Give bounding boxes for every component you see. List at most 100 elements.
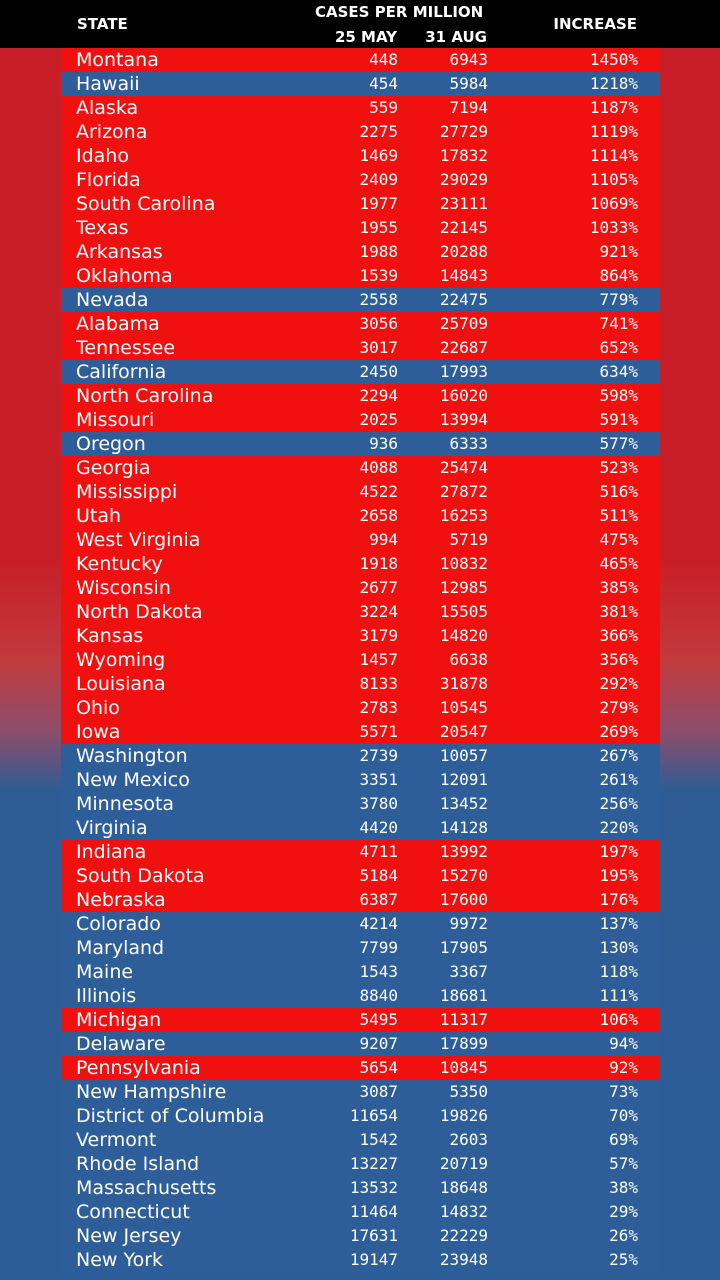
may-value-cell: 1918 [359,554,398,573]
may-value-cell: 2658 [359,506,398,525]
increase-value-cell: 25% [609,1250,638,1269]
state-column-header: STATE [77,15,128,33]
state-cell: New Mexico [76,769,190,791]
state-cell: Texas [76,217,129,239]
state-cell: Rhode Island [76,1153,200,1175]
table-row: Iowa 5571 20547 269% [61,720,660,744]
may-value-cell: 19147 [349,1250,398,1269]
state-cell: Ohio [76,697,120,719]
increase-value-cell: 261% [599,770,638,789]
table-row: Montana 448 6943 1450% [61,48,660,72]
table-row: Alabama 3056 25709 741% [61,312,660,336]
aug-value-cell: 14128 [439,818,488,837]
increase-value-cell: 1105% [589,170,638,189]
state-cell: Georgia [76,457,151,479]
may-value-cell: 8840 [359,986,398,1005]
table-row: North Carolina 2294 16020 598% [61,384,660,408]
aug-value-cell: 20719 [439,1154,488,1173]
increase-value-cell: 523% [599,458,638,477]
aug-value-cell: 22145 [439,218,488,237]
increase-value-cell: 864% [599,266,638,285]
may-value-cell: 3017 [359,338,398,357]
increase-value-cell: 57% [609,1154,638,1173]
state-cell: Alaska [76,97,139,119]
increase-value-cell: 475% [599,530,638,549]
table-row: South Dakota 5184 15270 195% [61,864,660,888]
may-value-cell: 1955 [359,218,398,237]
may-value-cell: 2558 [359,290,398,309]
aug-value-cell: 10845 [439,1058,488,1077]
may-value-cell: 5571 [359,722,398,741]
state-cell: Connecticut [76,1201,190,1223]
may-value-cell: 4522 [359,482,398,501]
table-row: Arizona 2275 27729 1119% [61,120,660,144]
increase-value-cell: 29% [609,1202,638,1221]
increase-value-cell: 356% [599,650,638,669]
increase-value-cell: 111% [599,986,638,1005]
state-cell: Missouri [76,409,155,431]
increase-value-cell: 1187% [589,98,638,117]
table-row: Nebraska 6387 17600 176% [61,888,660,912]
increase-value-cell: 137% [599,914,638,933]
increase-value-cell: 921% [599,242,638,261]
increase-value-cell: 292% [599,674,638,693]
state-cell: Hawaii [76,73,140,95]
may-value-cell: 2025 [359,410,398,429]
aug-value-cell: 5984 [449,74,488,93]
may-value-cell: 1539 [359,266,398,285]
table-row: Florida 2409 29029 1105% [61,168,660,192]
aug-value-cell: 15505 [439,602,488,621]
state-cell: Pennsylvania [76,1057,201,1079]
may-value-cell: 2409 [359,170,398,189]
may-value-cell: 2783 [359,698,398,717]
state-cell: Florida [76,169,141,191]
increase-value-cell: 197% [599,842,638,861]
table-row: Mississippi 4522 27872 516% [61,480,660,504]
aug-value-cell: 22229 [439,1226,488,1245]
aug-column-header: 31 AUG [425,28,487,46]
state-cell: Nebraska [76,889,166,911]
table-row: Kentucky 1918 10832 465% [61,552,660,576]
aug-value-cell: 15270 [439,866,488,885]
increase-value-cell: 118% [599,962,638,981]
aug-value-cell: 6638 [449,650,488,669]
increase-value-cell: 598% [599,386,638,405]
state-cell: New York [76,1249,164,1271]
aug-value-cell: 10057 [439,746,488,765]
table-row: Oregon 936 6333 577% [61,432,660,456]
state-cell: South Carolina [76,193,216,215]
state-cell: Tennessee [76,337,176,359]
aug-value-cell: 16020 [439,386,488,405]
table-row: Pennsylvania 5654 10845 92% [61,1056,660,1080]
table-row: New Mexico 3351 12091 261% [61,768,660,792]
table-row: South Carolina 1977 23111 1069% [61,192,660,216]
increase-value-cell: 465% [599,554,638,573]
state-cell: Mississippi [76,481,178,503]
may-value-cell: 448 [369,50,398,69]
table-row: New York 19147 23948 25% [61,1248,660,1272]
state-cell: Vermont [76,1129,157,1151]
table-row: Utah 2658 16253 511% [61,504,660,528]
aug-value-cell: 20547 [439,722,488,741]
table-row: Wisconsin 2677 12985 385% [61,576,660,600]
increase-value-cell: 26% [609,1226,638,1245]
may-value-cell: 5495 [359,1010,398,1029]
state-cell: Iowa [76,721,121,743]
state-cell: Illinois [76,985,137,1007]
state-cell: Indiana [76,841,147,863]
may-value-cell: 559 [369,98,398,117]
aug-value-cell: 7194 [449,98,488,117]
increase-value-cell: 69% [609,1130,638,1149]
table-row: Michigan 5495 11317 106% [61,1008,660,1032]
may-value-cell: 8133 [359,674,398,693]
aug-value-cell: 16253 [439,506,488,525]
may-value-cell: 3056 [359,314,398,333]
state-cell: Utah [76,505,122,527]
aug-value-cell: 5719 [449,530,488,549]
aug-value-cell: 9972 [449,914,488,933]
increase-value-cell: 366% [599,626,638,645]
increase-value-cell: 652% [599,338,638,357]
table-row: Washington 2739 10057 267% [61,744,660,768]
increase-value-cell: 779% [599,290,638,309]
increase-value-cell: 1033% [589,218,638,237]
